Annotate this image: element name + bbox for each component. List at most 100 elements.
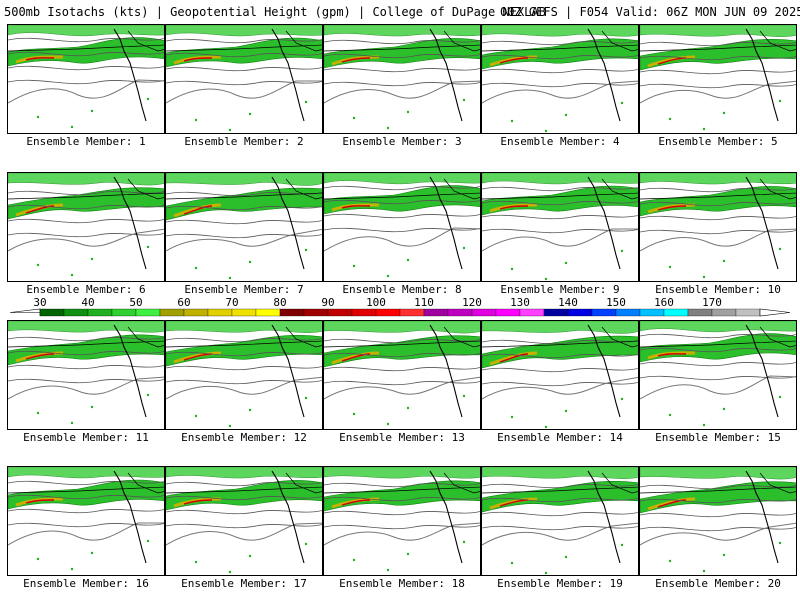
border-line	[601, 472, 638, 494]
isotach-speckle	[228, 570, 232, 574]
height-contour	[482, 525, 638, 531]
isotach-speckle	[90, 551, 94, 555]
isotach-speckle	[722, 259, 726, 263]
colorbar-right-arrow	[759, 308, 791, 317]
border-line	[443, 326, 480, 348]
run-info: 00Z GEFS | F054 Valid: 06Z MON JUN 09 20…	[500, 5, 800, 19]
colorbar-swatch	[255, 308, 281, 317]
height-contour	[640, 347, 796, 353]
isotach-speckle	[194, 414, 198, 418]
isotach-speckle	[620, 249, 624, 253]
border-line	[285, 30, 322, 52]
isotach-speckle	[510, 561, 514, 565]
isotach-speckle	[668, 413, 672, 417]
height-contour	[640, 361, 796, 367]
panel-label: Ensemble Member: 15	[655, 431, 781, 444]
colorbar-swatch	[735, 308, 761, 317]
jet-core	[15, 497, 64, 507]
height-contour-ridge	[8, 79, 164, 104]
isotach-speckle	[228, 424, 232, 428]
jet-core	[647, 351, 696, 360]
isotach-speckle	[228, 276, 232, 280]
border-line	[640, 192, 796, 200]
height-contour-ridge	[324, 80, 480, 104]
panel-label: Ensemble Member: 17	[181, 577, 307, 590]
border-line	[285, 472, 322, 494]
coastline	[587, 324, 621, 418]
jet-maximum	[341, 499, 371, 506]
jet-streak-band	[482, 38, 638, 70]
panel-label: Ensemble Member: 7	[184, 283, 304, 296]
jet-maximum	[657, 499, 687, 508]
jet-streak-band	[8, 479, 164, 510]
northern-jet-band	[8, 25, 164, 37]
panel-map	[8, 173, 164, 277]
colorbar-swatch	[207, 308, 233, 317]
isotach-speckle	[70, 125, 74, 129]
height-contour	[166, 233, 322, 239]
map-title: 500mb Isotachs (kts) | Geopotential Heig…	[4, 5, 546, 19]
colorbar-swatch	[231, 308, 257, 317]
colorbar-swatch	[495, 308, 521, 317]
coastline	[745, 470, 779, 564]
colorbar-swatch	[543, 308, 569, 317]
height-contour	[482, 228, 638, 234]
border-line	[127, 326, 164, 348]
height-contour	[166, 495, 322, 501]
isotach-speckle	[778, 247, 782, 251]
border-line	[482, 340, 638, 348]
jet-streak-band	[8, 334, 164, 366]
northern-jet-band	[324, 467, 480, 479]
panel-map	[8, 467, 164, 571]
border-line	[482, 44, 638, 52]
jet-maximum	[657, 205, 687, 211]
height-contour	[324, 185, 480, 191]
height-contour	[324, 53, 480, 59]
jet-maximum	[341, 57, 371, 63]
border-line	[166, 44, 322, 52]
height-contour	[8, 218, 164, 224]
border-line	[759, 472, 796, 494]
height-contour	[482, 54, 638, 60]
coastline	[745, 176, 779, 270]
ensemble-panel	[323, 172, 481, 282]
coastline	[113, 176, 147, 270]
jet-core	[647, 55, 696, 68]
isotach-speckle	[544, 425, 548, 429]
height-contour	[324, 524, 480, 530]
northern-jet-band	[640, 25, 796, 37]
isotach-speckle	[462, 246, 466, 250]
panel-map	[482, 321, 638, 429]
coastline	[271, 470, 305, 564]
northern-jet-band	[166, 467, 322, 479]
height-contour-ridge	[482, 376, 638, 400]
isotach-speckle	[248, 554, 252, 558]
isotach-speckle	[702, 423, 706, 427]
isotach-speckle	[564, 113, 568, 117]
height-contour-ridge	[482, 228, 638, 252]
jet-streak-band	[166, 187, 322, 221]
height-contour	[640, 333, 796, 339]
jet-maximum	[499, 57, 529, 64]
panel-label: Ensemble Member: 13	[339, 431, 465, 444]
jet-maximum	[499, 205, 529, 210]
coastline	[113, 28, 147, 122]
jet-streak-band	[8, 37, 164, 67]
colorbar-swatch	[375, 308, 401, 317]
isotach-speckle	[406, 406, 410, 410]
height-contour-ridge	[166, 522, 322, 546]
height-contour	[166, 66, 322, 72]
panel-map	[640, 467, 796, 573]
panel-label: Ensemble Member: 18	[339, 577, 465, 590]
isotach-speckle	[70, 567, 74, 571]
colorbar-label: 50	[129, 296, 143, 309]
jet-core	[173, 351, 222, 364]
coastline	[429, 470, 463, 564]
height-contour	[324, 496, 480, 502]
height-contour	[166, 219, 322, 225]
isotach-speckle	[668, 559, 672, 563]
isotach-speckle	[406, 552, 410, 556]
colorbar-label: 30	[33, 296, 47, 309]
colorbar-swatch	[63, 308, 89, 317]
northern-jet-band	[482, 25, 638, 37]
